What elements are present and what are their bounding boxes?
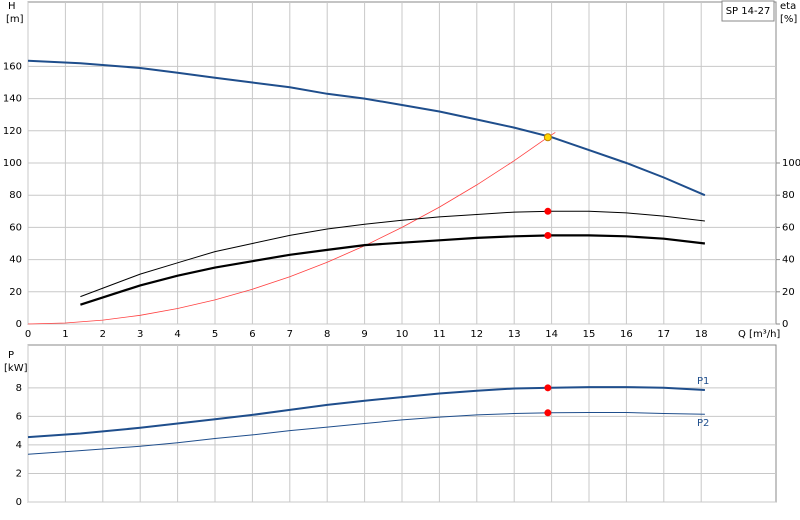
y-tick-label: 20 [9, 287, 22, 298]
curve [27, 59, 706, 197]
x-tick-label: 13 [508, 329, 521, 340]
curve [27, 132, 556, 325]
y2-unit: [%] [780, 14, 797, 25]
x-tick-label: 17 [657, 329, 670, 340]
duty-point [543, 133, 552, 142]
y2-tick-label: 60 [782, 222, 795, 233]
x-tick-label: 3 [137, 329, 143, 340]
y-tick-label: 160 [3, 61, 22, 72]
y-tick-label: 80 [9, 190, 22, 201]
y-tick-label: 6 [16, 411, 22, 422]
x-tick-label: 2 [100, 329, 106, 340]
y-tick-label: 0 [16, 497, 22, 508]
x-tick-label: 11 [433, 329, 446, 340]
x-tick-label: 4 [174, 329, 180, 340]
y-unit: [m] [6, 14, 24, 25]
y2-tick-label: 100 [782, 158, 800, 169]
x-tick-label: 15 [583, 329, 596, 340]
series-label: P2 [697, 418, 709, 429]
y2-label: eta [780, 1, 796, 12]
series-label: P1 [697, 376, 709, 387]
curve [27, 386, 705, 439]
x-tick-label: 1 [62, 329, 68, 340]
y-tick-label: 100 [3, 158, 22, 169]
y-label: P [8, 350, 14, 361]
y-label: H [8, 1, 16, 12]
x-tick-label: 16 [620, 329, 633, 340]
y2-tick-label: 20 [782, 287, 795, 298]
curve [27, 412, 705, 455]
y2-tick-label: 0 [782, 319, 788, 330]
x-tick-label: 8 [324, 329, 330, 340]
duty-point [544, 207, 552, 215]
curve [80, 210, 705, 298]
x-tick-label: 5 [212, 329, 218, 340]
y2-tick-label: 80 [782, 190, 795, 201]
y-tick-label: 40 [9, 255, 22, 266]
x-tick-label: 9 [361, 329, 367, 340]
y-unit: [kW] [4, 363, 28, 374]
x-tick-label: 18 [695, 329, 708, 340]
curve [80, 234, 706, 306]
x-tick-label: 7 [287, 329, 293, 340]
x-tick-label: 6 [249, 329, 255, 340]
duty-point [544, 409, 552, 417]
duty-point [544, 231, 552, 239]
x-tick-label: 0 [25, 329, 31, 340]
y-tick-label: 60 [9, 222, 22, 233]
y-tick-label: 120 [3, 126, 22, 137]
x-tick-label: 10 [396, 329, 409, 340]
annotation: SP 14-27 [726, 6, 771, 17]
x-tick-label: 12 [470, 329, 483, 340]
y-tick-label: 140 [3, 94, 22, 105]
y-tick-label: 2 [16, 468, 22, 479]
x-label: Q [m³/h] [738, 329, 780, 340]
duty-point [544, 384, 552, 392]
y-tick-label: 8 [16, 383, 22, 394]
annotation-box [721, 0, 775, 22]
y-tick-label: 0 [16, 319, 22, 330]
x-tick-label: 14 [545, 329, 558, 340]
y2-tick-label: 40 [782, 255, 795, 266]
y-tick-label: 4 [16, 440, 22, 451]
